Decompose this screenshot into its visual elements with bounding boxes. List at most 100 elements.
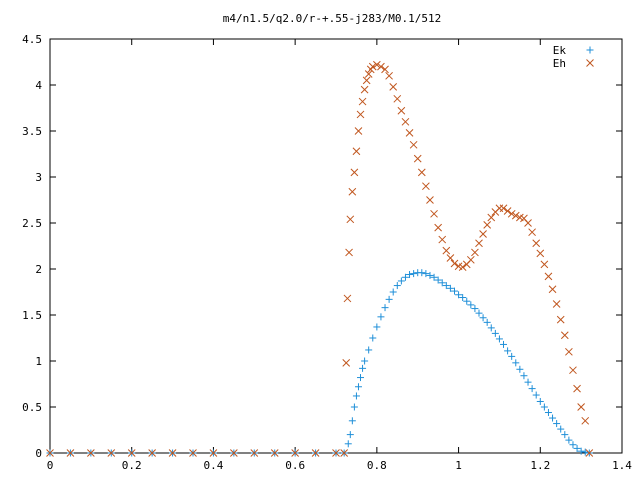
data-point-eh-d2 xyxy=(107,449,116,457)
data-point-eh-d2 xyxy=(581,416,590,425)
data-point-eh-d2 xyxy=(565,347,573,356)
data-point-eh xyxy=(189,449,197,457)
data-point-eh xyxy=(487,213,496,222)
data-point-eh-d2 xyxy=(434,223,442,232)
data-point-eh xyxy=(362,76,371,85)
data-point-eh-d2 xyxy=(377,62,385,71)
data-point-ek xyxy=(540,403,548,411)
data-point-eh xyxy=(127,449,136,457)
data-point-ek xyxy=(359,364,367,372)
data-point-eh-d2 xyxy=(250,449,259,457)
y-tick-label: 3 xyxy=(35,171,42,184)
data-point-ek xyxy=(487,324,495,332)
data-point-ek xyxy=(442,282,450,290)
data-point-eh-d2 xyxy=(544,272,553,281)
data-point-eh xyxy=(345,248,353,257)
data-point-eh-d2 xyxy=(66,449,75,457)
data-point-ek xyxy=(418,269,426,277)
data-point-eh-d2 xyxy=(46,449,54,457)
legend-label-eh: Eh xyxy=(553,57,566,70)
data-point-eh-d2 xyxy=(516,213,524,222)
data-point-eh-d2 xyxy=(520,214,528,223)
legend-marker-eh-d2 xyxy=(586,59,594,67)
data-point-eh xyxy=(552,300,561,308)
data-point-eh xyxy=(250,449,259,457)
data-point-ek xyxy=(557,425,565,433)
data-point-eh xyxy=(360,85,369,94)
data-point-eh xyxy=(417,168,426,177)
data-point-eh-d2 xyxy=(573,384,581,393)
data-point-eh xyxy=(389,82,398,91)
data-point-eh-d2 xyxy=(499,204,508,213)
data-point-ek xyxy=(361,357,369,365)
plot-frame xyxy=(49,38,623,454)
data-point-eh xyxy=(434,223,442,232)
data-point-ek xyxy=(479,314,487,322)
data-point-ek xyxy=(573,444,581,452)
data-point-eh xyxy=(413,154,422,163)
data-point-eh xyxy=(364,70,373,78)
data-point-ek xyxy=(467,301,475,309)
data-point-eh xyxy=(426,196,434,204)
data-point-ek xyxy=(520,372,528,380)
data-point-eh xyxy=(556,315,565,324)
data-point-eh xyxy=(66,449,75,457)
data-point-eh-d2 xyxy=(560,331,569,340)
data-point-eh-d2 xyxy=(385,71,393,80)
data-point-eh-d2 xyxy=(356,110,365,119)
data-point-eh-d2 xyxy=(536,249,545,258)
data-point-eh xyxy=(466,255,475,264)
data-point-eh xyxy=(358,97,367,106)
data-point-eh-d2 xyxy=(458,263,467,272)
data-point-eh-d2 xyxy=(405,128,414,137)
data-point-eh-d2 xyxy=(381,65,389,74)
data-point-ek xyxy=(369,334,377,342)
data-point-ek xyxy=(544,409,552,417)
data-point-ek xyxy=(354,383,362,391)
data-point-eh-d2 xyxy=(413,154,422,163)
data-point-eh-d2 xyxy=(358,97,367,106)
data-point-eh xyxy=(356,110,365,119)
x-tick-label: 1.4 xyxy=(612,459,632,472)
data-point-eh-d2 xyxy=(426,196,434,204)
data-point-eh-d2 xyxy=(354,127,363,135)
data-point-eh xyxy=(340,449,349,457)
data-point-eh xyxy=(511,211,520,220)
data-point-eh-d2 xyxy=(360,85,369,94)
chart-title: m4/n1.5/q2.0/r-+.55-j283/M0.1/512 xyxy=(223,12,442,25)
data-point-eh xyxy=(450,259,459,268)
data-point-eh xyxy=(544,272,553,281)
x-tick-label: 1.2 xyxy=(530,459,550,472)
data-point-eh-d2 xyxy=(430,209,438,218)
data-point-eh xyxy=(430,209,438,218)
x-tick-label: 0.8 xyxy=(367,459,387,472)
data-point-eh-d2 xyxy=(397,106,406,115)
legend-marker-eh xyxy=(586,59,594,67)
data-point-ek xyxy=(393,282,401,290)
y-tick-label: 2.5 xyxy=(22,217,42,230)
data-point-ek xyxy=(357,374,365,382)
data-point-eh xyxy=(348,187,357,196)
data-point-eh xyxy=(569,366,577,375)
data-point-eh-d2 xyxy=(364,70,373,78)
data-point-ek xyxy=(450,287,458,295)
x-tick-label: 0.4 xyxy=(203,459,223,472)
data-point-ek xyxy=(581,448,589,456)
data-point-eh xyxy=(385,71,393,80)
data-point-eh xyxy=(458,263,467,272)
data-point-eh-d2 xyxy=(454,262,463,271)
data-point-ek xyxy=(350,403,358,411)
data-point-ek xyxy=(348,417,356,425)
y-tick-label: 2 xyxy=(35,263,42,276)
data-point-ek xyxy=(516,365,524,373)
data-point-eh-d2 xyxy=(409,140,418,149)
data-point-eh xyxy=(148,449,156,457)
data-point-eh-d2 xyxy=(352,147,361,156)
data-point-eh xyxy=(446,254,455,262)
data-point-ek xyxy=(524,378,532,386)
data-point-eh-d2 xyxy=(507,209,516,218)
data-point-eh xyxy=(373,60,381,69)
data-point-ek xyxy=(385,295,393,303)
data-point-eh-d2 xyxy=(389,82,398,91)
